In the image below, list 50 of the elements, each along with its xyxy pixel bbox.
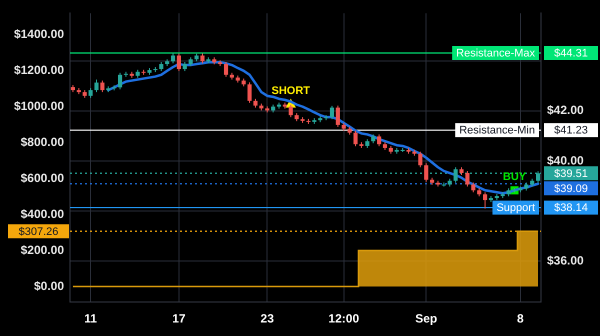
candlestick xyxy=(336,105,340,128)
candlestick xyxy=(465,170,470,188)
candlestick xyxy=(330,105,334,120)
text: $38.14 xyxy=(554,202,588,214)
candlestick xyxy=(182,62,187,72)
ref-line-label: Resistance-Min xyxy=(459,124,536,137)
candlestick xyxy=(377,134,382,147)
text: $39.09 xyxy=(554,182,588,195)
candlestick xyxy=(248,82,252,104)
text: $39.51 xyxy=(554,168,588,180)
y2-tick-label: $40.00 xyxy=(547,153,584,168)
candlestick xyxy=(176,53,181,72)
candlestick xyxy=(224,62,228,78)
text: $41.23 xyxy=(554,124,588,137)
text: $44.31 xyxy=(554,48,588,60)
x-tick-label: 8 xyxy=(517,312,524,326)
candlestick xyxy=(170,52,176,64)
y2-tick-label: $42.00 xyxy=(547,103,584,118)
candlestick xyxy=(353,130,358,147)
candlestick xyxy=(159,62,164,72)
y-tick-label: $800.00 xyxy=(20,134,64,149)
candlestick xyxy=(200,53,205,64)
candlestick xyxy=(454,166,458,184)
candlestick xyxy=(118,72,122,90)
candlestick xyxy=(418,151,422,168)
y-tick-label: $200.00 xyxy=(20,242,64,257)
y-tick-label: $600.00 xyxy=(20,170,64,185)
x-tick-label: 23 xyxy=(260,312,274,326)
x-tick-label: Sep xyxy=(415,312,438,326)
ref-line-label: Support xyxy=(496,202,535,214)
candlestick xyxy=(288,104,293,118)
x-tick-label: 12:00 xyxy=(328,312,360,326)
text: $307.26 xyxy=(18,226,58,238)
y2-tick-label: $36.00 xyxy=(547,253,584,268)
y-tick-label: $1000.00 xyxy=(14,98,64,113)
y-tick-label: $1200.00 xyxy=(14,62,64,77)
candlestick xyxy=(100,80,104,93)
candlestick xyxy=(471,182,476,193)
candlestick xyxy=(88,88,93,98)
y-tick-label: $0.00 xyxy=(34,278,64,293)
series-label: SHORT xyxy=(272,85,310,98)
y-tick-label: $400.00 xyxy=(20,206,64,221)
candlestick xyxy=(424,162,428,182)
x-tick-label: 11 xyxy=(84,312,98,326)
ref-line-label: Resistance-Max xyxy=(456,48,536,60)
series-label: BUY xyxy=(502,170,527,183)
candlestick xyxy=(94,79,99,93)
y-tick-label: $1400.00 xyxy=(14,26,64,41)
x-tick-label: 17 xyxy=(172,312,186,326)
candlestick xyxy=(483,192,488,210)
